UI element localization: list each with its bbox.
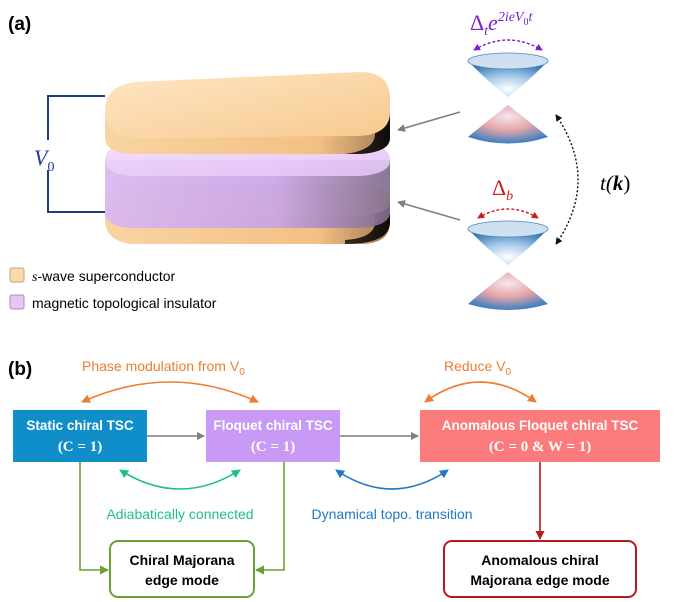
delta-top-arrow — [473, 39, 543, 51]
phase-modulation-label: Phase modulation from V0 — [82, 358, 245, 378]
delta-top-label: Δte2ieV0t — [470, 10, 533, 39]
static-chiral-tsc-box — [13, 410, 147, 462]
dynamical-transition-arrow — [335, 469, 449, 490]
legend-swatch-superconductor — [9, 267, 25, 283]
hopping-label: t(k) — [600, 171, 630, 195]
static-chiral-tsc-line2: (C = 1) — [58, 439, 102, 455]
chiral-majorana-mode-line2: edge mode — [145, 572, 219, 588]
legend-swatch-topological-insulator — [9, 294, 25, 310]
reduce-v0-arrow — [424, 381, 537, 403]
chiral-majorana-mode-box — [109, 540, 255, 598]
bottom-dirac-cone — [467, 220, 549, 310]
panel-a-label: (a) — [8, 14, 31, 35]
legend-label-superconductor: s-wave superconductor — [32, 268, 176, 285]
anomalous-floquet-tsc-line2: (C = 0 & W = 1) — [489, 439, 591, 455]
delta-bottom-label: Δb — [492, 175, 513, 204]
phase-modulation-arrow — [81, 381, 259, 403]
adiabatic-arrow — [119, 469, 241, 490]
dynamical-transition-label: Dynamical topo. transition — [311, 506, 472, 522]
top-dirac-cone — [467, 52, 549, 144]
static-to-mode-arrow — [79, 462, 109, 575]
top-superconductor-slab — [105, 72, 390, 154]
legend-label-topological-insulator: magnetic topological insulator — [32, 295, 217, 311]
anomalous-floquet-tsc-line1: Anomalous Floquet chiral TSC — [442, 418, 639, 433]
adiabatic-label: Adiabatically connected — [106, 506, 253, 522]
floquet-chiral-tsc-box — [206, 410, 340, 462]
chiral-majorana-mode-line1: Chiral Majorana — [129, 552, 234, 568]
voltage-label-bg — [30, 140, 64, 170]
reduce-v0-label: Reduce V0 — [444, 358, 511, 378]
anomalous-majorana-mode-box — [443, 540, 637, 598]
floquet-to-mode-arrow — [255, 462, 285, 575]
top-cone-arrow — [397, 111, 461, 132]
anomalous-majorana-mode-line1: Anomalous chiral — [481, 552, 598, 568]
voltage-label: V0 — [34, 145, 54, 175]
bottom-cone-arrow — [397, 200, 461, 221]
panel-b-label: (b) — [8, 359, 32, 380]
floquet-chiral-tsc-line2: (C = 1) — [251, 439, 295, 455]
anomalous-majorana-mode-line2: Majorana edge mode — [470, 572, 609, 588]
delta-bottom-arrow — [477, 208, 539, 219]
floquet-chiral-tsc-line1: Floquet chiral TSC — [213, 418, 333, 433]
hopping-arrow — [555, 114, 579, 245]
anomalous-floquet-tsc-box — [420, 410, 660, 462]
magnetic-ti-slab — [105, 144, 390, 228]
static-chiral-tsc-line1: Static chiral TSC — [26, 418, 134, 433]
